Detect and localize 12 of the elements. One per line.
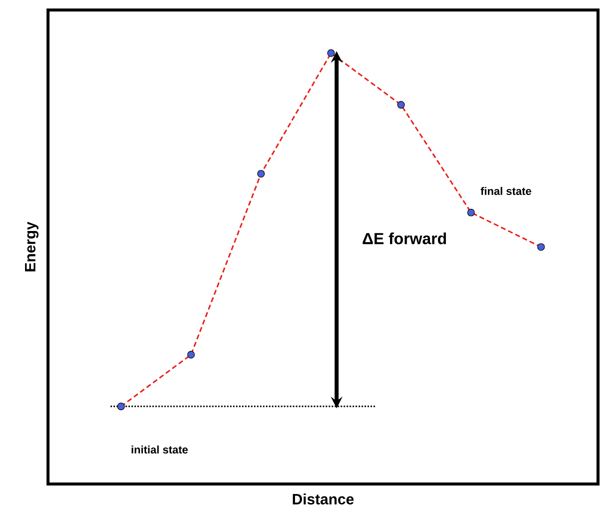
point [327,49,335,57]
point [187,350,195,358]
annotation: initial state [132,445,188,454]
point [117,402,125,410]
annotation: ΔE forward [362,232,446,244]
point [257,170,265,178]
point [537,243,545,251]
point [467,208,475,216]
annotation: final state [480,186,532,195]
point [397,101,405,109]
y-axis-title: Energy [25,222,38,272]
x-axis-title: Distance [292,494,354,504]
